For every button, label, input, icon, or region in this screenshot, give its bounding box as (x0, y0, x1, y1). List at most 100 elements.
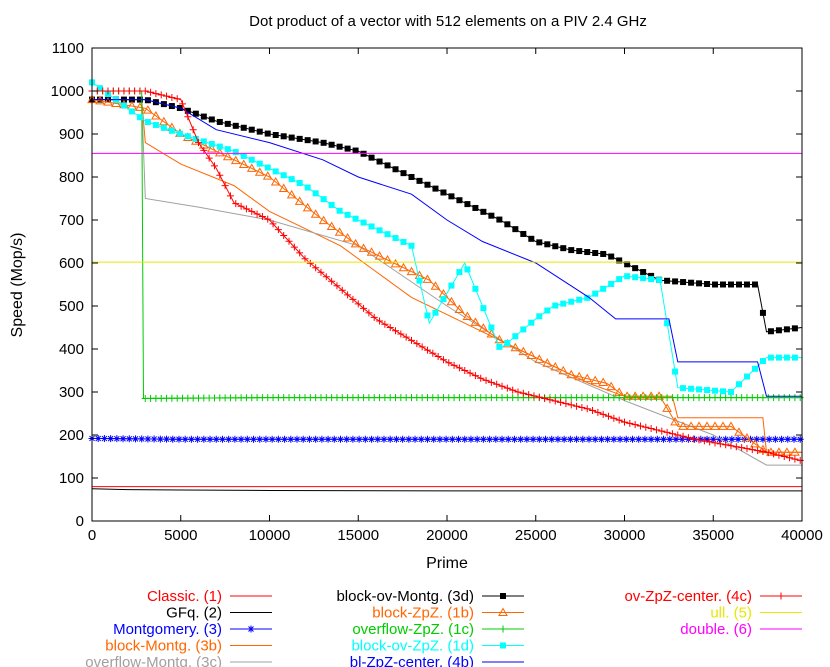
series-point (398, 262, 409, 272)
series-point (107, 435, 115, 443)
series-point (711, 439, 719, 447)
series-point (585, 435, 593, 443)
series-point (214, 147, 225, 157)
series-point (759, 358, 766, 365)
y-tick-label: 700 (59, 212, 84, 229)
series-point (727, 442, 735, 450)
series-point (526, 350, 537, 359)
legend-label: Classic. (1) (147, 588, 222, 605)
series-point (232, 200, 240, 208)
y-tick-label: 800 (59, 169, 84, 186)
series-point (753, 435, 761, 443)
series-point (156, 435, 164, 443)
legend-marker (777, 592, 785, 600)
series-point (576, 296, 583, 303)
series-point (222, 151, 233, 161)
series-point (560, 435, 568, 443)
series-point (589, 406, 597, 414)
y-tick-label: 0 (76, 513, 84, 530)
series-point (212, 435, 220, 443)
series-point (728, 281, 734, 288)
series-point (439, 356, 447, 364)
series-point (590, 375, 601, 385)
series-point (544, 241, 551, 248)
series-point (591, 435, 599, 443)
series-point (448, 282, 455, 289)
series-point (670, 416, 680, 426)
series-point (343, 435, 351, 443)
series-point (384, 162, 391, 169)
series-point (187, 435, 195, 443)
series-point (422, 274, 433, 283)
series-point (519, 389, 527, 397)
series-point (696, 386, 703, 393)
series-point (604, 435, 612, 443)
series-point (280, 231, 288, 239)
series-point (216, 143, 223, 150)
series-point (520, 230, 527, 237)
series-point (317, 268, 325, 276)
series-point (296, 135, 303, 142)
series-point (163, 435, 171, 443)
series-point (405, 435, 413, 443)
series-point (175, 435, 183, 443)
series-point (558, 365, 569, 375)
series-point (597, 435, 605, 443)
series-point (503, 384, 511, 392)
series-point (210, 162, 218, 170)
series-point (402, 333, 410, 341)
series-point (504, 339, 511, 346)
series-point (520, 326, 527, 333)
series-point (205, 154, 213, 162)
series-point (632, 274, 639, 281)
series-point (608, 253, 615, 260)
series-point (680, 385, 687, 392)
series-point (534, 354, 545, 363)
series-point (600, 285, 607, 292)
series-point (430, 435, 438, 443)
series-point (759, 435, 767, 443)
series-point (232, 149, 239, 156)
series-point (380, 435, 388, 443)
series-point (269, 220, 277, 228)
series-point (376, 317, 384, 325)
series-point (248, 156, 255, 163)
series-point (600, 250, 607, 257)
series-point (678, 435, 686, 443)
x-tick-label: 20000 (426, 527, 468, 544)
series-point (240, 124, 247, 131)
series-point (456, 197, 463, 204)
series-point (775, 451, 783, 459)
series-point (168, 93, 176, 101)
series-point (424, 181, 431, 188)
series-point (181, 435, 189, 443)
series-point (598, 377, 609, 387)
series-point (728, 435, 736, 443)
series-point (488, 212, 495, 219)
series-point (406, 266, 417, 276)
series-point (136, 114, 143, 121)
series-point (690, 435, 698, 443)
series-point (546, 396, 554, 404)
legend-label: double. (6) (680, 621, 752, 638)
series-point (660, 435, 668, 443)
series-point (312, 264, 320, 272)
series-8 (89, 79, 802, 395)
series-point (288, 134, 295, 141)
series-point (686, 421, 696, 430)
series-point (566, 369, 577, 379)
series-point (288, 176, 295, 183)
series-point (695, 436, 703, 444)
series-point (722, 435, 730, 443)
series-point (264, 215, 272, 223)
series-point (616, 276, 623, 283)
series-point (552, 243, 559, 250)
series-point (361, 435, 369, 443)
series-point (195, 139, 202, 147)
series-point (221, 182, 229, 190)
chart-title: Dot product of a vector with 512 element… (249, 13, 647, 30)
series-point (330, 435, 338, 443)
series-point (550, 362, 561, 371)
series-point (562, 400, 570, 408)
series-point (434, 353, 442, 361)
